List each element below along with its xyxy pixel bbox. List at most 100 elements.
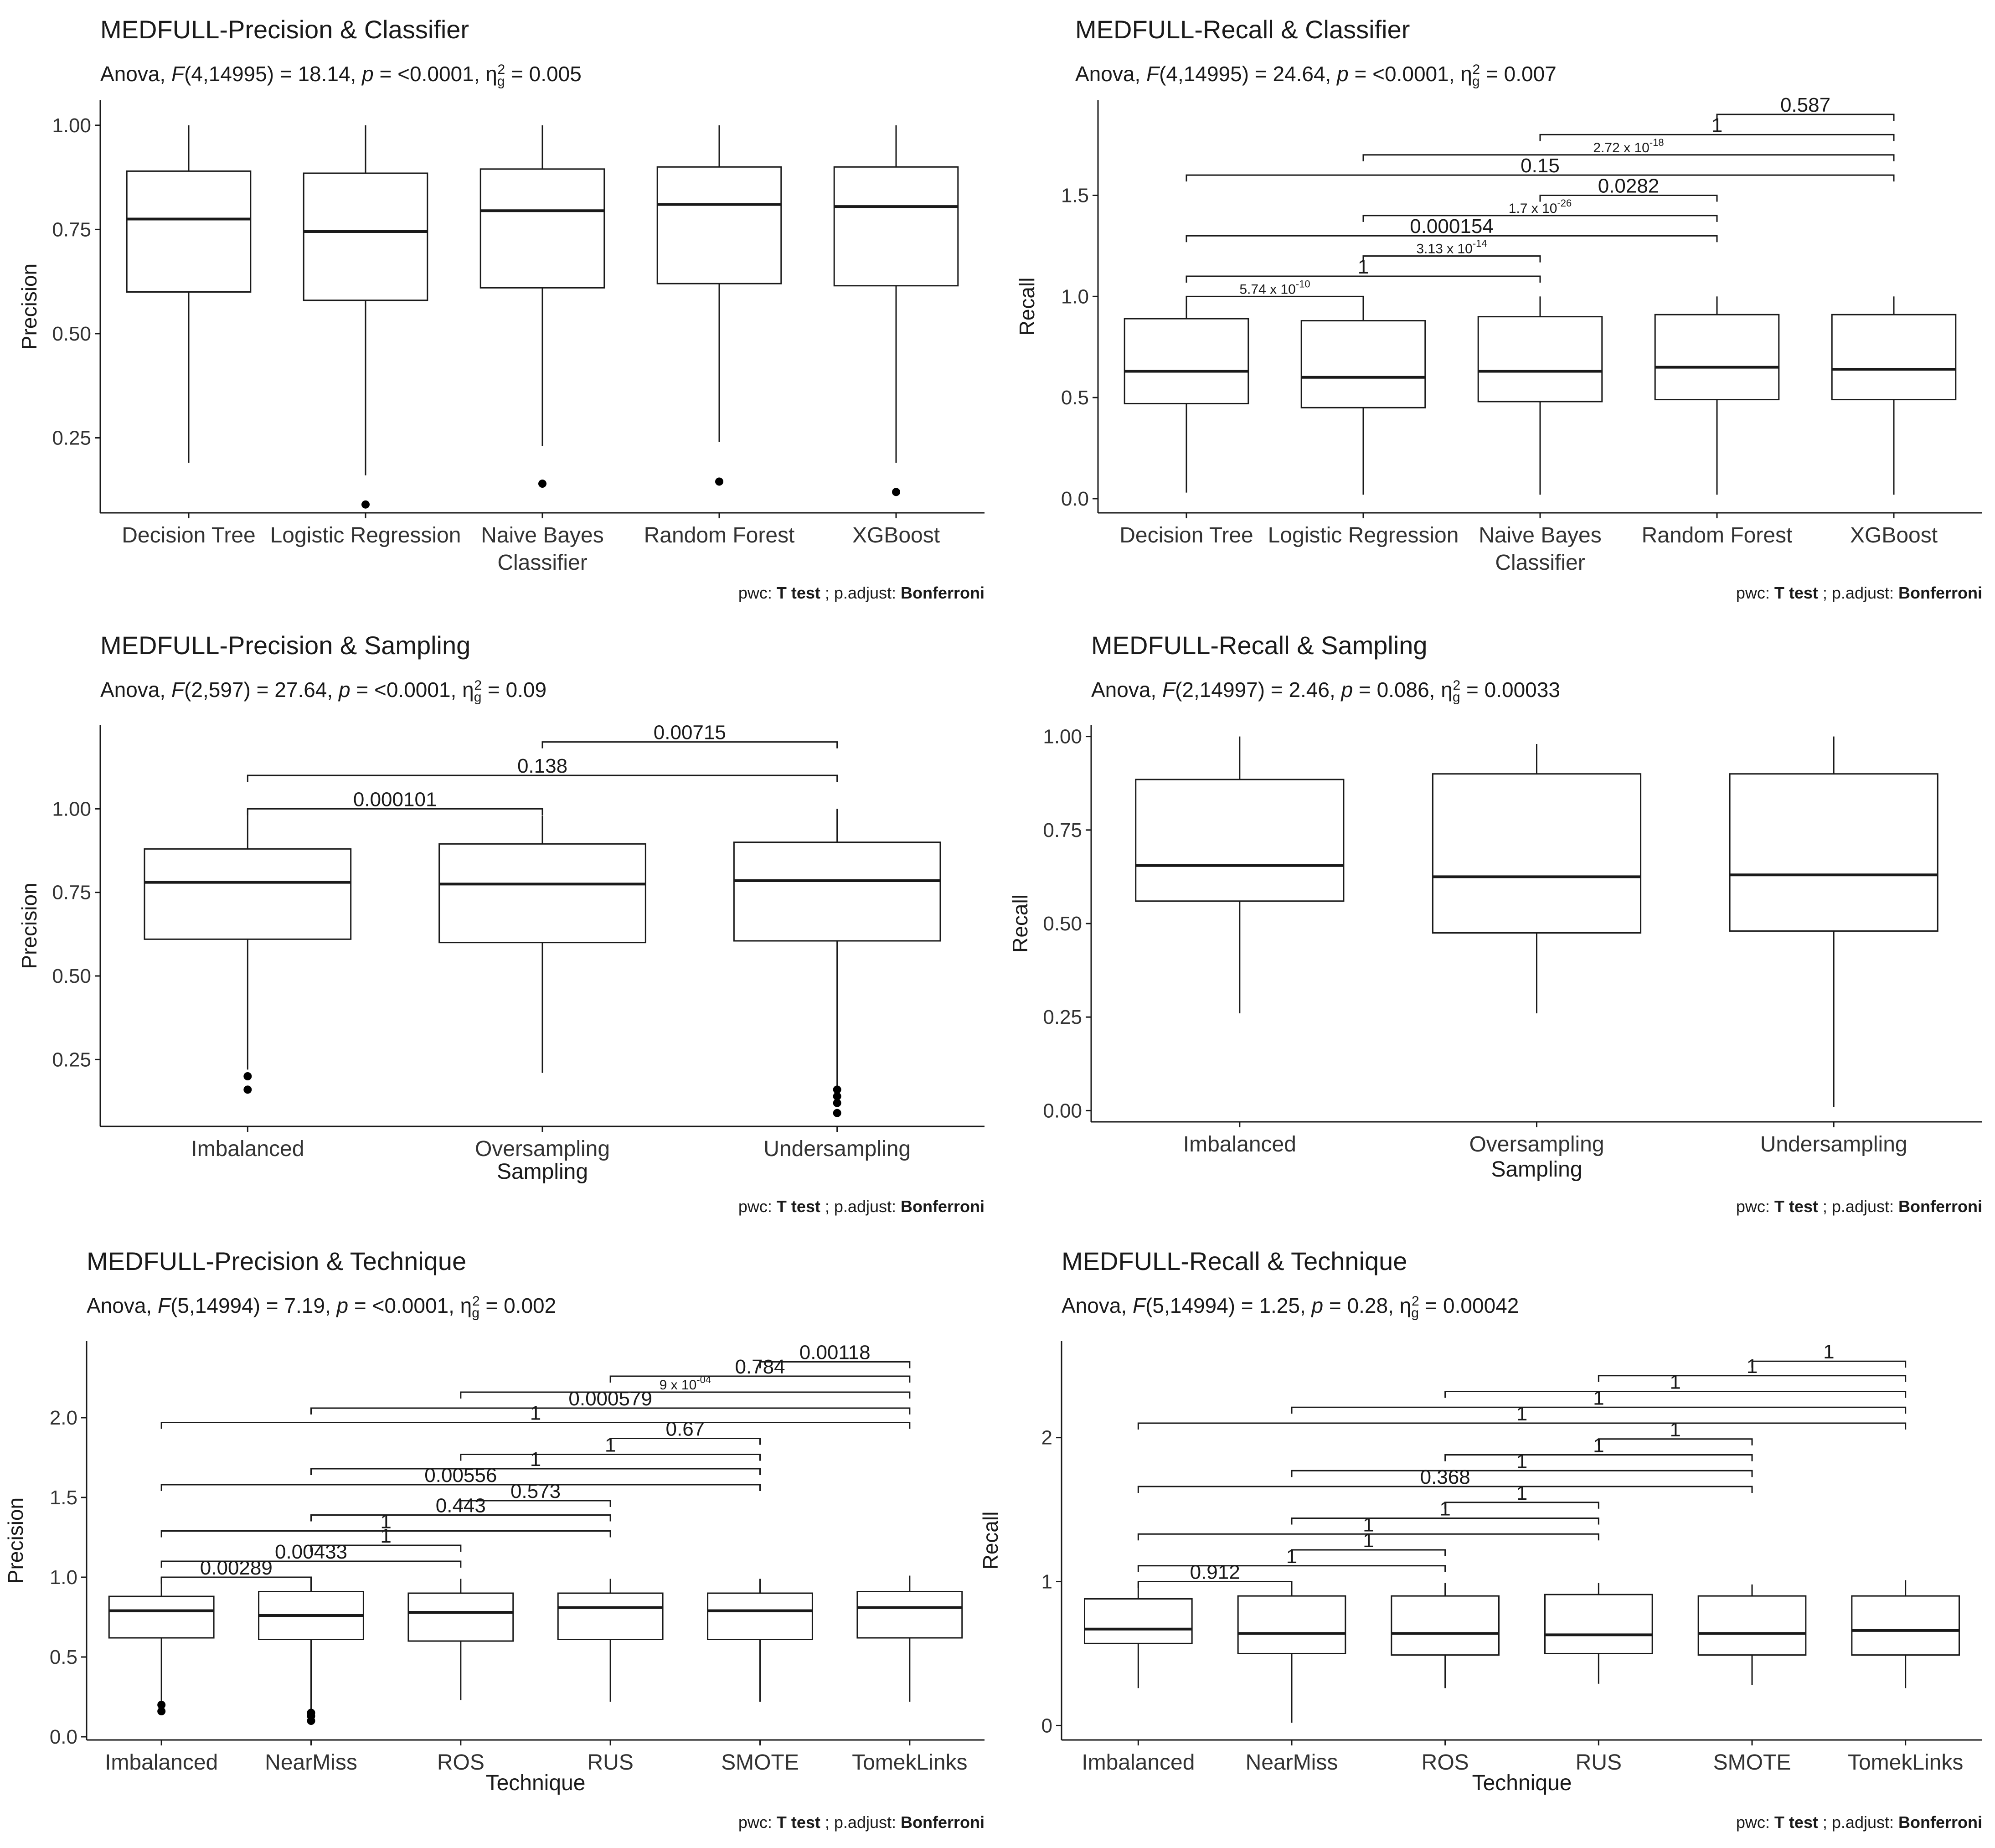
box-iqr: [1237, 1595, 1346, 1654]
x-tick-label: Naive Bayes: [481, 523, 603, 547]
box-group: [303, 125, 428, 509]
bracket-line: [310, 1514, 611, 1522]
chart-svg: 0.00 0.25 0.50 0.75 1.00 Recall Imbalanced Over…: [1008, 725, 1982, 1182]
box-group: [438, 816, 646, 1073]
bracket-line: [1137, 1486, 1753, 1493]
bracket-pvalue: 1: [530, 1402, 541, 1425]
bracket-line: [1186, 174, 1895, 182]
outlier-point: [892, 488, 900, 496]
x-tick-label: ROS: [1422, 1750, 1469, 1775]
y-axis-label: Precision: [17, 263, 41, 350]
box-group: [1432, 744, 1642, 1013]
box-iqr: [1544, 1594, 1653, 1654]
bracket-line: [1137, 1581, 1293, 1588]
box-iqr: [1697, 1595, 1807, 1656]
bracket-pvalue: 1: [1363, 1529, 1374, 1552]
bracket-pvalue: 0.00289: [200, 1557, 273, 1579]
bracket-line: [1291, 1518, 1599, 1525]
chart-panel: MEDFULL-Recall & Sampling Anova, F(2,1499…: [998, 616, 1995, 1232]
box-iqr: [733, 841, 941, 942]
bracket-pvalue: 1.7 x 10-26: [1509, 197, 1572, 216]
bracket-pvalue: 1: [1516, 1403, 1527, 1425]
significance-bracket: 0.15: [1186, 155, 1895, 182]
significance-bracket: 0.912: [1137, 1561, 1293, 1588]
footnote-adjust-method: Bonferroni: [896, 583, 985, 602]
significance-bracket: 1: [1291, 1450, 1753, 1477]
y-tick-label: 1.00: [52, 798, 91, 820]
x-tick-label: Undersampling: [763, 1137, 911, 1161]
y-tick-label: 0.0: [50, 1726, 77, 1748]
x-tick-label: TomekLinks: [1848, 1750, 1963, 1775]
significance-bracket: 0.00289: [160, 1557, 312, 1584]
outlier-point: [833, 1109, 841, 1117]
box-group: [479, 125, 605, 488]
footnote-pwc-label: pwc:: [738, 583, 772, 602]
significance-bracket: 1: [1598, 1419, 1753, 1445]
chart-svg: 0 1 2 Recall Imbalanced NearMiss ROS RUS SMOTE To…: [979, 1341, 1982, 1795]
footnote-pwc-label: pwc:: [738, 1813, 772, 1832]
y-axis-label: Recall: [1008, 894, 1032, 953]
significance-bracket: 1: [1751, 1341, 1907, 1368]
significance-bracket: 1: [1444, 1482, 1599, 1509]
box-iqr: [1851, 1595, 1960, 1656]
significance-bracket: 0.368: [1137, 1466, 1753, 1493]
y-tick-label: 1.0: [50, 1566, 77, 1589]
y-tick-label: 0.5: [50, 1646, 77, 1668]
outlier-point: [243, 1072, 252, 1080]
bracket-line: [160, 1530, 611, 1538]
significance-bracket: 1: [1444, 1371, 1907, 1398]
box-group: [1729, 736, 1938, 1107]
chart-svg: 0.25 0.50 0.75 1.00 Precision Decision Tree Lo…: [17, 100, 985, 575]
box-iqr: [1391, 1595, 1500, 1656]
bracket-pvalue: 1: [1593, 1435, 1604, 1457]
x-tick-label: Classifier: [497, 551, 587, 575]
chart-title: MEDFULL-Precision & Classifier: [100, 15, 469, 44]
bracket-pvalue: 5.74 x 10-10: [1239, 278, 1310, 297]
x-tick-label: NearMiss: [265, 1750, 357, 1775]
bracket-line: [541, 741, 838, 748]
bracket-pvalue: 0.00715: [654, 722, 726, 744]
bracket-pvalue: 0.138: [517, 755, 567, 777]
footnote-adjust-method: Bonferroni: [896, 1813, 985, 1832]
chart-panel: MEDFULL-Precision & Technique Anova, F(5,…: [0, 1232, 997, 1848]
x-tick-label: Undersampling: [1760, 1132, 1907, 1156]
significance-bracket: 1.7 x 10-26: [1362, 197, 1718, 222]
y-tick-label: 0.50: [52, 965, 91, 987]
bracket-line: [1362, 215, 1718, 222]
significance-bracket: 9 x 10-04: [460, 1374, 911, 1399]
bracket-line: [160, 1560, 462, 1568]
box-group: [1544, 1583, 1653, 1684]
footnote-pwc-label: pwc:: [1736, 583, 1770, 602]
bracket-pvalue: 0.573: [510, 1480, 561, 1502]
bracket-line: [160, 1422, 911, 1429]
outlier-point: [157, 1707, 166, 1715]
y-tick-label: 1.5: [1061, 185, 1089, 207]
x-tick-label: Random Forest: [1642, 523, 1793, 547]
y-tick-label: 0.25: [1043, 1006, 1082, 1028]
significance-bracket: 0.587: [1716, 94, 1895, 121]
outlier-point: [157, 1701, 166, 1709]
x-tick-label: Imbalanced: [191, 1137, 304, 1161]
chart-panel: MEDFULL-Recall & Classifier Anova, F(4,14…: [998, 0, 1995, 616]
y-tick-label: 0.50: [1043, 913, 1082, 935]
bracket-line: [160, 1484, 761, 1491]
box-group: [1831, 296, 1957, 495]
box-iqr: [438, 843, 646, 944]
chart-svg: 0.0 0.5 1.0 1.5 Recall Decision Tree Logistic …: [1015, 94, 1982, 575]
bracket-pvalue: 1: [1286, 1545, 1297, 1568]
box-iqr: [1729, 773, 1938, 932]
bracket-line: [1137, 1533, 1599, 1541]
bracket-line: [160, 1576, 312, 1584]
significance-bracket: 0.67: [609, 1418, 761, 1445]
bracket-line: [1716, 114, 1895, 121]
bracket-pvalue: 0.00433: [275, 1541, 347, 1563]
box-iqr: [1831, 314, 1957, 401]
bracket-line: [1539, 134, 1895, 141]
pwc-footnote: pwc: T test ; p.adjust: Bonferroni: [738, 1197, 985, 1216]
y-tick-label: 0.00: [1043, 1100, 1082, 1122]
significance-bracket: 1: [1291, 1498, 1599, 1525]
y-axis-label: Recall: [979, 1512, 1002, 1570]
bracket-line: [247, 808, 543, 816]
significance-bracket: 1: [1444, 1435, 1753, 1461]
significance-bracket: 1: [1137, 1545, 1446, 1572]
